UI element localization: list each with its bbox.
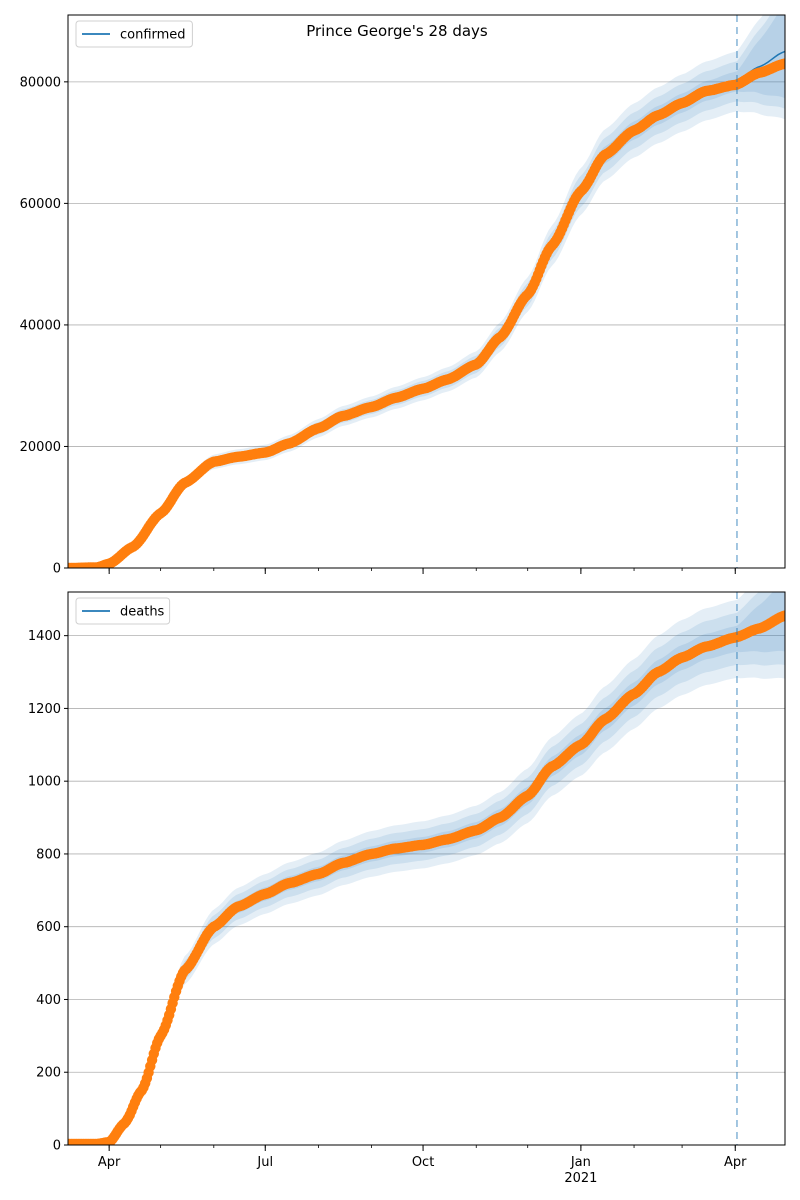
y-tick-label: 40000 bbox=[20, 318, 61, 333]
axes-frame bbox=[67, 591, 786, 1146]
y-tick-label: 600 bbox=[36, 920, 61, 935]
x-tick-label: Apr bbox=[724, 1155, 747, 1170]
confidence-band bbox=[68, 592, 785, 1145]
axes-frame bbox=[67, 14, 786, 569]
y-tick-label: 60000 bbox=[20, 197, 61, 212]
y-tick-label: 1400 bbox=[28, 629, 61, 644]
x-tick-label: Jul bbox=[256, 1155, 273, 1170]
confirmed-panel: 0 20000 40000 60000 80000 confirmed bbox=[20, 14, 786, 577]
confidence-band bbox=[68, 15, 785, 568]
plot-area bbox=[68, 592, 785, 1145]
chart-title: Prince George's 28 days bbox=[306, 22, 488, 40]
y-tick-label: 1200 bbox=[28, 702, 61, 717]
legend-label: deaths bbox=[120, 605, 165, 620]
x-tick-label: Apr bbox=[98, 1155, 121, 1170]
observed-point bbox=[779, 610, 785, 621]
deaths-panel: 0 200 400 600 800 1000 1200 1400 Apr Jul Oct Jan202… bbox=[28, 591, 786, 1186]
legend-box bbox=[75, 597, 171, 625]
legend: confirmed bbox=[75, 20, 193, 48]
plot-area bbox=[68, 15, 785, 568]
y-tick-label: 0 bbox=[53, 562, 61, 577]
y-tick-label: 200 bbox=[36, 1066, 61, 1081]
legend: deaths bbox=[75, 597, 171, 625]
observed-point bbox=[779, 58, 785, 69]
x-tick-label: Jan bbox=[570, 1155, 591, 1170]
y-tick-label: 20000 bbox=[20, 440, 61, 455]
confidence-band bbox=[68, 592, 785, 1145]
y-tick-label: 800 bbox=[36, 847, 61, 862]
y-tick-label: 80000 bbox=[20, 75, 61, 90]
y-tick-label: 400 bbox=[36, 993, 61, 1008]
legend-label: confirmed bbox=[120, 28, 186, 43]
x-tick-label: Oct bbox=[412, 1155, 434, 1170]
x-tick-sublabel: 2021 bbox=[564, 1171, 597, 1186]
y-tick-label: 0 bbox=[53, 1139, 61, 1154]
legend-box bbox=[75, 20, 193, 48]
y-tick-label: 1000 bbox=[28, 775, 61, 790]
